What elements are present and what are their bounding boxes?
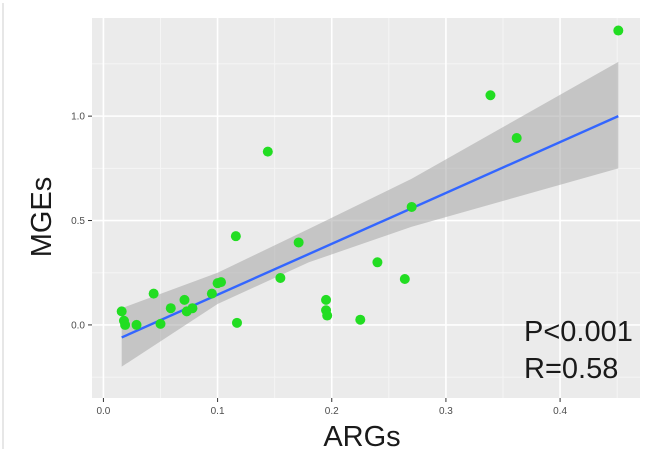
data-point (406, 201, 417, 212)
data-point (216, 277, 227, 288)
data-point (230, 231, 241, 242)
data-point (275, 272, 286, 283)
data-point (206, 288, 217, 299)
data-point (262, 146, 273, 157)
x-tick-label: 0.0 (96, 406, 110, 417)
p-value-annotation: P<0.001 (524, 316, 633, 348)
data-point (293, 237, 304, 248)
data-point (372, 257, 383, 268)
data-point (148, 288, 159, 299)
x-tick-label: 0.3 (439, 406, 453, 417)
data-point (187, 303, 198, 314)
data-point (179, 294, 190, 305)
data-point (355, 314, 366, 325)
x-tick-label: 0.1 (211, 406, 225, 417)
data-point (131, 319, 142, 330)
confidence-ribbon (121, 61, 619, 367)
x-axis-ticks: 0.0 0.1 0.2 0.3 0.4 (96, 398, 567, 417)
data-point (485, 90, 496, 101)
data-point (155, 318, 166, 329)
data-point (120, 319, 131, 330)
data-point (511, 133, 522, 144)
x-tick-label: 0.2 (325, 406, 339, 417)
data-point (116, 306, 127, 317)
y-axis-ticks: 0.0 0.5 1.0 (71, 112, 92, 331)
data-point (322, 310, 333, 321)
y-tick-label: 1.0 (71, 112, 85, 123)
y-axis-label: MGEs (26, 177, 58, 258)
data-point (613, 25, 624, 36)
x-axis-label: ARGs (323, 421, 400, 449)
regression-line (121, 115, 619, 339)
data-point (321, 294, 332, 305)
data-point (165, 303, 176, 314)
data-point (399, 273, 410, 284)
r-value-annotation: R=0.58 (524, 353, 618, 385)
data-point (231, 317, 242, 328)
data-points (116, 25, 624, 330)
y-tick-label: 0.0 (71, 320, 85, 331)
x-tick-label: 0.4 (553, 406, 567, 417)
y-tick-label: 0.5 (71, 216, 85, 227)
